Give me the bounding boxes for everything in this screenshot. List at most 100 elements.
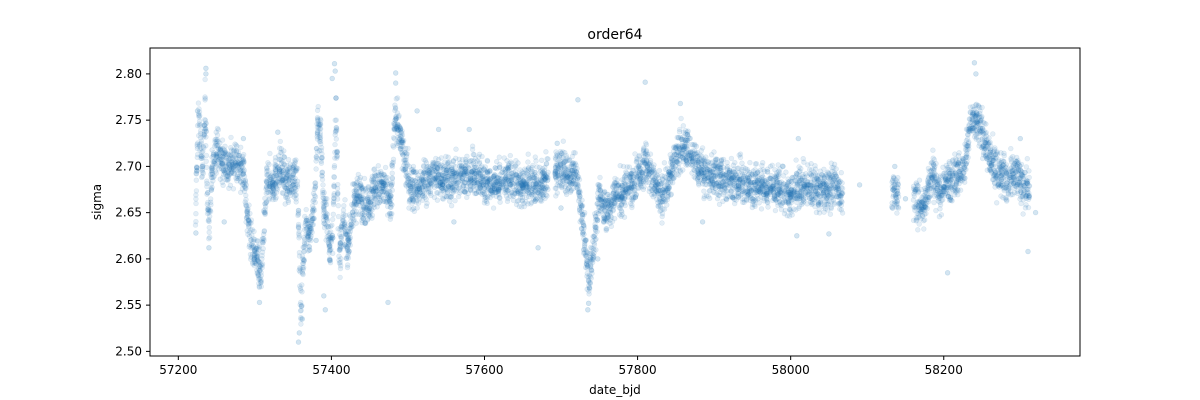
data-point — [205, 207, 211, 213]
data-point — [218, 147, 225, 154]
data-point — [233, 168, 239, 174]
data-point — [203, 134, 209, 140]
data-point — [560, 138, 566, 144]
data-point — [327, 258, 333, 264]
data-point — [421, 192, 427, 199]
data-point — [212, 168, 219, 174]
data-point — [280, 168, 286, 174]
data-point — [238, 178, 244, 185]
data-point — [470, 151, 476, 158]
data-point — [235, 173, 241, 180]
data-point — [194, 165, 200, 171]
data-point — [211, 152, 217, 158]
data-point — [226, 161, 232, 167]
data-point — [200, 162, 206, 168]
data-point — [204, 206, 211, 212]
data-point — [758, 206, 765, 212]
data-point — [506, 184, 513, 191]
data-point — [735, 165, 742, 171]
data-point — [764, 196, 770, 202]
data-point — [279, 172, 285, 179]
data-point — [278, 160, 285, 166]
data-point — [206, 236, 212, 242]
data-point — [273, 184, 279, 190]
data-point — [222, 169, 228, 175]
chart-title: order64 — [587, 27, 642, 43]
data-point — [244, 209, 250, 215]
data-point — [240, 157, 247, 163]
data-point — [224, 176, 231, 183]
data-point — [261, 209, 268, 216]
data-point — [594, 216, 600, 222]
data-point — [628, 183, 634, 190]
data-point — [193, 196, 199, 202]
data-point — [629, 195, 635, 201]
data-point — [661, 196, 667, 203]
data-point — [430, 159, 436, 166]
data-point — [375, 163, 381, 169]
data-point — [249, 241, 255, 247]
data-point — [243, 185, 249, 192]
data-point — [629, 167, 636, 174]
data-point — [238, 179, 244, 186]
data-point — [216, 146, 222, 152]
data-point — [515, 188, 521, 194]
data-point — [221, 151, 227, 157]
data-point — [594, 228, 600, 235]
data-point — [202, 97, 208, 103]
data-point — [731, 166, 737, 172]
data-point — [208, 187, 215, 193]
data-point — [199, 173, 206, 180]
data-point — [208, 202, 214, 208]
data-point — [328, 246, 334, 253]
data-point — [390, 159, 397, 166]
data-point — [746, 185, 753, 191]
data-point — [218, 165, 225, 172]
data-point — [196, 123, 203, 129]
data-point — [271, 177, 277, 183]
data-point — [213, 136, 219, 143]
data-point — [234, 151, 240, 158]
data-point — [752, 161, 759, 167]
data-point — [199, 149, 205, 155]
data-point — [208, 196, 214, 202]
data-point — [581, 225, 587, 231]
data-point — [220, 182, 226, 189]
data-point — [622, 181, 628, 188]
data-point — [240, 170, 247, 177]
data-point — [312, 194, 319, 200]
data-point — [349, 216, 356, 222]
data-point — [219, 154, 226, 160]
data-point — [230, 163, 236, 170]
data-point — [247, 220, 253, 226]
data-point — [809, 199, 815, 205]
data-point — [204, 183, 210, 190]
data-point — [235, 175, 242, 182]
data-point — [238, 168, 244, 174]
data-point — [222, 150, 229, 156]
data-point — [707, 167, 713, 174]
data-point — [221, 149, 228, 156]
data-point — [219, 159, 225, 166]
data-point — [236, 160, 242, 166]
data-point — [234, 158, 240, 165]
data-point — [232, 162, 238, 169]
data-point — [240, 156, 246, 162]
data-point — [242, 177, 249, 184]
data-point — [214, 154, 221, 161]
data-point — [195, 100, 202, 106]
data-point — [242, 185, 248, 191]
data-point — [788, 199, 795, 206]
data-point — [203, 164, 210, 171]
data-point — [201, 122, 208, 129]
data-point — [337, 247, 343, 254]
data-point — [692, 142, 698, 149]
data-point — [618, 208, 625, 214]
data-point — [579, 197, 585, 203]
data-point — [202, 117, 209, 124]
data-point — [230, 161, 237, 167]
data-point — [194, 165, 200, 171]
data-point — [382, 164, 389, 171]
data-point — [233, 148, 240, 154]
data-point — [208, 181, 215, 187]
